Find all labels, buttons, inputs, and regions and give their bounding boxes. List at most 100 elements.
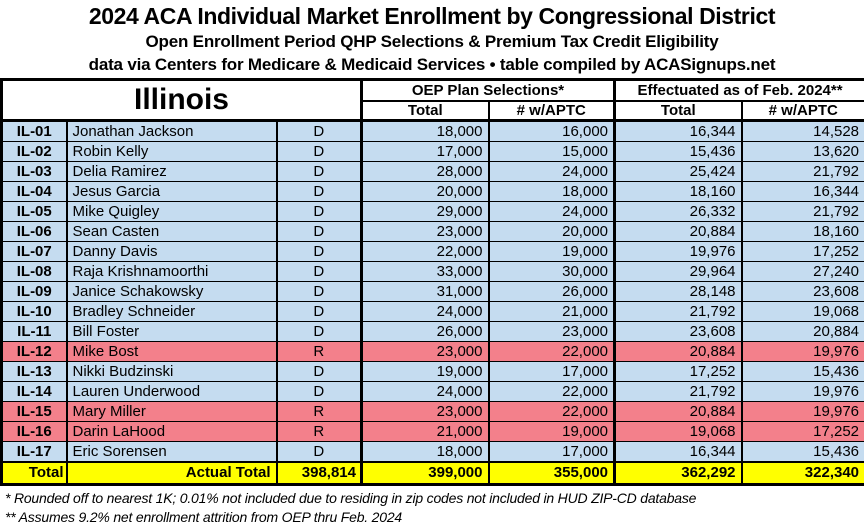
party-cell: D [275, 260, 363, 282]
total-oep-aptc: 355,000 [487, 460, 617, 485]
oep-aptc-cell: 22,000 [487, 340, 617, 362]
table-row: IL-15 Mary Miller R 23,000 22,000 20,884… [0, 400, 864, 422]
oep-total-cell: 20,000 [360, 180, 490, 202]
table-row: IL-16 Darin LaHood R 21,000 19,000 19,06… [0, 420, 864, 442]
eff-total-cell: 20,884 [613, 400, 743, 422]
district-cell: IL-11 [0, 320, 68, 342]
eff-total-cell: 23,608 [613, 320, 743, 342]
eff-total-cell: 25,424 [613, 160, 743, 182]
eff-total-cell: 21,792 [613, 380, 743, 402]
oep-aptc-cell: 18,000 [487, 180, 617, 202]
oep-aptc-cell: 24,000 [487, 160, 617, 182]
district-cell: IL-10 [0, 300, 68, 322]
district-cell: IL-01 [0, 119, 68, 142]
footnote-attrition: ** Assumes 9.2% net enrollment attrition… [5, 508, 403, 525]
party-cell: R [275, 420, 363, 442]
district-cell: IL-16 [0, 420, 68, 442]
eff-total-cell: 20,884 [613, 340, 743, 362]
eff-total-cell: 29,964 [613, 260, 743, 282]
eff-aptc-cell: 17,252 [740, 240, 864, 262]
party-cell: D [275, 140, 363, 162]
rep-name-cell: Bill Foster [65, 320, 278, 342]
rep-name-cell: Sean Casten [65, 220, 278, 242]
oep-aptc-cell: 17,000 [487, 440, 617, 462]
oep-aptc-cell: 17,000 [487, 360, 617, 382]
district-cell: IL-14 [0, 380, 68, 402]
oep-aptc-cell: 30,000 [487, 260, 617, 282]
oep-total-cell: 18,000 [360, 119, 490, 142]
total-row: Total Actual Total 398,814 399,000 355,0… [0, 460, 864, 485]
table-row: IL-07 Danny Davis D 22,000 19,000 19,976… [0, 240, 864, 262]
eff-aptc-cell: 20,884 [740, 320, 864, 342]
group-header-oep: OEP Plan Selections* [360, 79, 617, 102]
eff-total-cell: 15,436 [613, 140, 743, 162]
total-oep-total: 399,000 [360, 460, 490, 485]
table-row: IL-14 Lauren Underwood D 24,000 22,000 2… [0, 380, 864, 402]
eff-aptc-cell: 19,976 [740, 400, 864, 422]
party-cell: D [275, 200, 363, 222]
table-row: IL-11 Bill Foster D 26,000 23,000 23,608… [0, 320, 864, 342]
rep-name-cell: Lauren Underwood [65, 380, 278, 402]
eff-aptc-cell: 17,252 [740, 420, 864, 442]
district-cell: IL-08 [0, 260, 68, 282]
oep-total-cell: 23,000 [360, 220, 490, 242]
rep-name-cell: Nikki Budzinski [65, 360, 278, 382]
party-cell: R [275, 340, 363, 362]
oep-aptc-cell: 24,000 [487, 200, 617, 222]
eff-aptc-cell: 15,436 [740, 440, 864, 462]
party-cell: D [275, 119, 363, 142]
rep-name-cell: Darin LaHood [65, 420, 278, 442]
table-row: IL-08 Raja Krishnamoorthi D 33,000 30,00… [0, 260, 864, 282]
district-cell: IL-07 [0, 240, 68, 262]
footnote-rounding: * Rounded off to nearest 1K; 0.01% not i… [5, 489, 697, 506]
eff-total-cell: 20,884 [613, 220, 743, 242]
eff-aptc-cell: 16,344 [740, 180, 864, 202]
table-row: IL-03 Delia Ramirez D 28,000 24,000 25,4… [0, 160, 864, 182]
footnotes: * Rounded off to nearest 1K; 0.01% not i… [0, 486, 864, 527]
table-row: IL-12 Mike Bost R 23,000 22,000 20,884 1… [0, 340, 864, 362]
party-cell: D [275, 380, 363, 402]
eff-aptc-cell: 19,976 [740, 340, 864, 362]
oep-aptc-cell: 19,000 [487, 240, 617, 262]
party-cell: R [275, 400, 363, 422]
eff-aptc-cell: 21,792 [740, 200, 864, 222]
total-eff-total: 362,292 [613, 460, 743, 485]
actual-total-value: 398,814 [275, 460, 363, 485]
oep-total-cell: 23,000 [360, 400, 490, 422]
page-subtitle: Open Enrollment Period QHP Selections & … [145, 32, 719, 51]
district-cell: IL-13 [0, 360, 68, 382]
total-label: Total [0, 460, 68, 485]
party-cell: D [275, 240, 363, 262]
rep-name-cell: Janice Schakowsky [65, 280, 278, 302]
oep-total-cell: 28,000 [360, 160, 490, 182]
district-cell: IL-04 [0, 180, 68, 202]
eff-total-cell: 18,160 [613, 180, 743, 202]
rep-name-cell: Raja Krishnamoorthi [65, 260, 278, 282]
title-block: 2024 ACA Individual Market Enrollment by… [0, 0, 864, 76]
col-header-oep-aptc: # w/APTC [487, 100, 617, 122]
party-cell: D [275, 180, 363, 202]
oep-aptc-cell: 23,000 [487, 320, 617, 342]
eff-aptc-cell: 21,792 [740, 160, 864, 182]
oep-total-cell: 26,000 [360, 320, 490, 342]
eff-total-cell: 17,252 [613, 360, 743, 382]
table-head: Illinois OEP Plan Selections* Effectuate… [0, 79, 864, 122]
table-row: IL-05 Mike Quigley D 29,000 24,000 26,33… [0, 200, 864, 222]
rep-name-cell: Danny Davis [65, 240, 278, 262]
rep-name-cell: Jonathan Jackson [65, 119, 278, 142]
oep-aptc-cell: 26,000 [487, 280, 617, 302]
oep-aptc-cell: 21,000 [487, 300, 617, 322]
col-header-oep-total: Total [360, 100, 490, 122]
party-cell: D [275, 440, 363, 462]
eff-aptc-cell: 13,620 [740, 140, 864, 162]
district-cell: IL-12 [0, 340, 68, 362]
eff-total-cell: 28,148 [613, 280, 743, 302]
eff-aptc-cell: 14,528 [740, 119, 864, 142]
page-title: 2024 ACA Individual Market Enrollment by… [88, 3, 776, 29]
party-cell: D [275, 320, 363, 342]
oep-aptc-cell: 20,000 [487, 220, 617, 242]
party-cell: D [275, 300, 363, 322]
col-header-eff-aptc: # w/APTC [740, 100, 864, 122]
rep-name-cell: Mary Miller [65, 400, 278, 422]
